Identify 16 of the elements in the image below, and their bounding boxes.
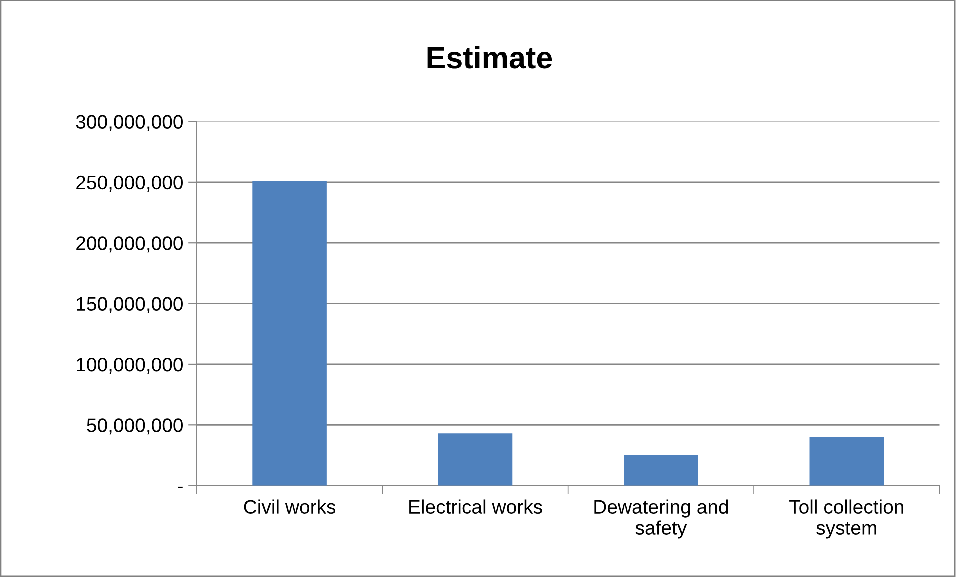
chart-title: Estimate: [428, 46, 552, 69]
y-tick-label: 250,000,000: [76, 176, 183, 192]
bar: [810, 437, 884, 486]
y-tick-label: 300,000,000: [76, 115, 183, 132]
y-tick-label: -: [178, 486, 183, 488]
y-tick-label: 100,000,000: [77, 358, 183, 374]
y-tick-label: 200,000,000: [76, 236, 183, 253]
x-tick-label: Civil works: [244, 500, 336, 514]
x-tick-label: Electrical works: [410, 500, 542, 514]
x-tick-label: Toll collection system: [790, 500, 904, 539]
bar: [624, 455, 698, 486]
y-tick-label: 50,000,000: [87, 418, 183, 435]
x-tick-label: Dewatering and safety: [594, 500, 728, 539]
y-tick-label: 150,000,000: [77, 297, 183, 314]
bar: [252, 181, 327, 486]
bar: [438, 434, 513, 486]
